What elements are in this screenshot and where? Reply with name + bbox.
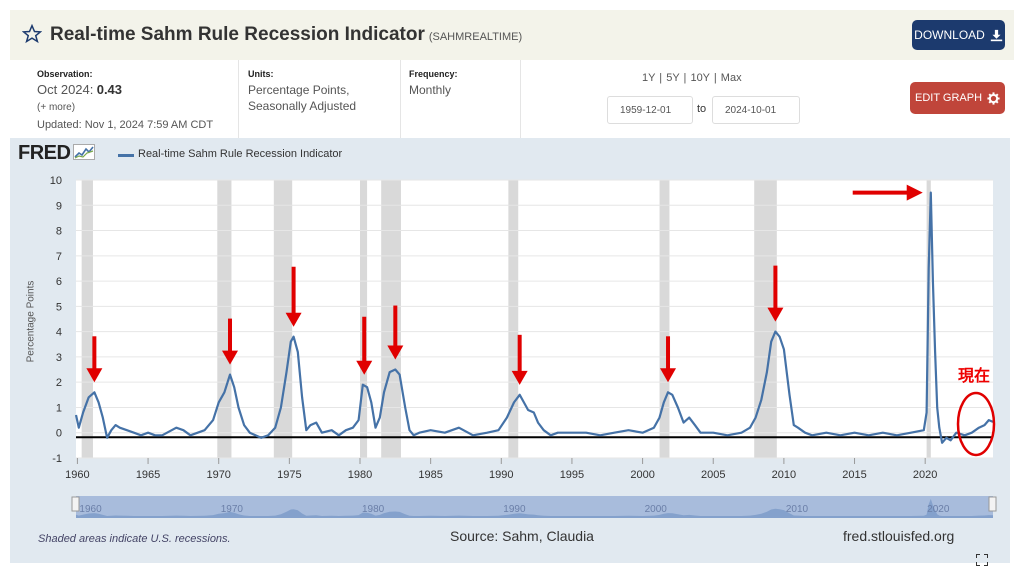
recession-band xyxy=(754,180,777,458)
units-label: Units: xyxy=(248,69,274,79)
x-tick-label: 1960 xyxy=(65,469,89,481)
recession-band xyxy=(508,180,519,458)
annotation-arrowhead xyxy=(222,350,239,365)
observation-label: Observation: xyxy=(37,69,93,79)
current-annotation-label: 現在 xyxy=(958,366,991,385)
navigator-label: 1970 xyxy=(221,504,244,515)
recession-band xyxy=(217,180,232,458)
units-line-2: Seasonally Adjusted xyxy=(248,99,357,113)
start-date-input[interactable]: 1959-12-01 xyxy=(607,96,693,124)
navigator-label: 1990 xyxy=(503,504,526,515)
x-tick-label: 2010 xyxy=(772,469,796,481)
x-tick-label: 1980 xyxy=(348,469,372,481)
recession-band xyxy=(381,180,401,458)
units-line-1: Percentage Points, xyxy=(248,83,350,97)
x-tick-label: 1970 xyxy=(206,469,230,481)
series-line xyxy=(74,191,994,444)
legend-swatch xyxy=(118,154,134,157)
divider xyxy=(400,60,401,138)
y-tick-label: 6 xyxy=(56,276,62,288)
observation-date: Oct 2024: xyxy=(37,82,94,97)
edit-graph-button[interactable]: EDIT GRAPH xyxy=(910,82,1005,114)
y-tick-label: 5 xyxy=(56,301,62,313)
units-block: Units: Percentage Points, Seasonally Adj… xyxy=(248,68,356,114)
annotation-arrowhead xyxy=(285,312,302,327)
fullscreen-icon[interactable] xyxy=(976,554,988,566)
series-metadata: Observation: Oct 2024: 0.43 (+ more) Upd… xyxy=(10,60,1014,138)
download-icon xyxy=(990,29,1003,41)
end-date-input[interactable]: 2024-10-01 xyxy=(712,96,800,124)
recession-band xyxy=(81,180,93,458)
y-tick-label: 9 xyxy=(56,200,62,212)
observation-value: 0.43 xyxy=(96,82,123,97)
x-tick-label: 2005 xyxy=(701,469,725,481)
x-tick-label: 2000 xyxy=(630,469,654,481)
y-tick-label: 1 xyxy=(56,402,62,414)
site-link[interactable]: fred.stlouisfed.org xyxy=(843,528,955,544)
navigator-label: 1980 xyxy=(362,504,385,515)
annotation-arrowhead xyxy=(511,370,528,385)
navigator-label: 2010 xyxy=(786,504,809,515)
frequency-label: Frequency: xyxy=(409,69,458,79)
recession-shading-note: Shaded areas indicate U.S. recessions. xyxy=(38,533,231,545)
x-tick-label: 1990 xyxy=(489,469,513,481)
navigator-series-area xyxy=(76,498,993,518)
recession-band xyxy=(659,180,670,458)
series-header: Real-time Sahm Rule Recession Indicator(… xyxy=(10,10,1014,60)
y-tick-label: 0 xyxy=(56,428,62,440)
y-tick-label: 4 xyxy=(56,327,62,339)
annotation-arrowhead xyxy=(767,307,784,322)
annotation-arrowhead xyxy=(387,345,404,360)
favorite-star-icon[interactable] xyxy=(22,24,42,44)
x-tick-label: 2020 xyxy=(913,469,937,481)
frequency-value: Monthly xyxy=(409,83,452,97)
legend-label: Real-time Sahm Rule Recession Indicator xyxy=(138,148,343,160)
navigator-right-handle[interactable] xyxy=(988,496,997,512)
y-tick-label: -1 xyxy=(52,453,62,465)
fred-logo-graph-icon xyxy=(73,144,96,160)
y-tick-label: 7 xyxy=(56,251,62,263)
updated-text: Updated: Nov 1, 2024 7:59 AM CDT xyxy=(37,119,214,131)
frequency-block: Frequency: Monthly xyxy=(409,68,458,98)
y-tick-label: 8 xyxy=(56,226,62,238)
range-navigator[interactable] xyxy=(76,496,993,518)
y-tick-label: 3 xyxy=(56,352,62,364)
annotation-arrowhead xyxy=(356,360,373,375)
observation-block: Observation: Oct 2024: 0.43 (+ more) Upd… xyxy=(37,68,213,133)
x-tick-label: 2015 xyxy=(842,469,866,481)
annotation-arrowhead xyxy=(86,368,103,383)
download-label: DOWNLOAD xyxy=(914,28,985,42)
navigator-label: 2000 xyxy=(645,504,668,515)
x-tick-label: 1965 xyxy=(136,469,160,481)
navigator-label: 1960 xyxy=(79,504,102,515)
x-tick-label: 1985 xyxy=(418,469,442,481)
more-observations-link[interactable]: (+ more) xyxy=(37,102,76,113)
to-label: to xyxy=(697,103,707,115)
x-tick-label: 1995 xyxy=(560,469,584,481)
source-text: Source: Sahm, Claudia xyxy=(450,528,594,544)
divider xyxy=(238,60,239,138)
annotation-arrowhead xyxy=(660,368,677,383)
y-tick-label: 2 xyxy=(56,377,62,389)
series-code: (SAHMREALTIME) xyxy=(428,31,523,43)
edit-graph-label: EDIT GRAPH xyxy=(914,92,983,104)
annotation-arrowhead xyxy=(906,184,923,201)
series-title: Real-time Sahm Rule Recession Indicator(… xyxy=(50,24,523,45)
current-highlight-circle xyxy=(956,391,996,457)
fred-logo: FRED xyxy=(18,142,96,165)
x-tick-label: 1975 xyxy=(277,469,301,481)
range-selector[interactable]: 1Y | 5Y | 10Y | Max xyxy=(642,72,742,84)
navigator-left-handle[interactable] xyxy=(71,496,80,512)
gear-icon xyxy=(987,91,1000,105)
recession-band xyxy=(273,180,293,458)
navigator-label: 2020 xyxy=(927,504,950,515)
download-button[interactable]: DOWNLOAD xyxy=(912,20,1005,50)
y-tick-label: 10 xyxy=(50,175,62,187)
divider xyxy=(520,60,521,138)
